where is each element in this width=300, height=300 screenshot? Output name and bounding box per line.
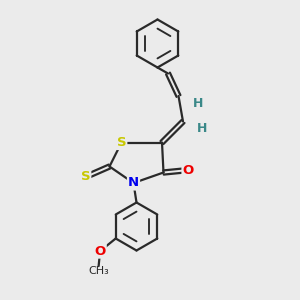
Text: S: S xyxy=(81,170,90,184)
Text: N: N xyxy=(128,176,139,190)
Text: H: H xyxy=(197,122,208,135)
Text: CH₃: CH₃ xyxy=(88,266,109,276)
Text: O: O xyxy=(182,164,194,177)
Text: S: S xyxy=(117,136,126,149)
Text: H: H xyxy=(193,97,203,110)
Text: O: O xyxy=(94,244,106,258)
